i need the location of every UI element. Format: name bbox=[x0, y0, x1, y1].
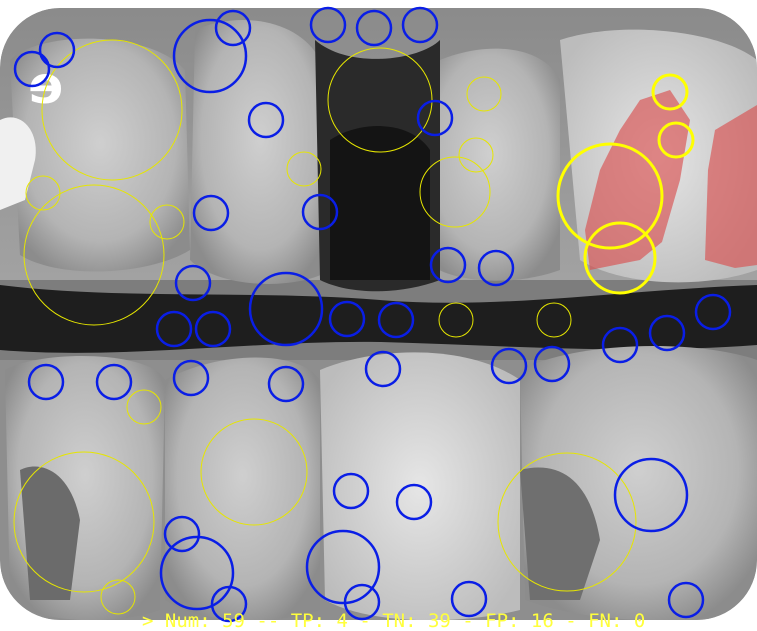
negative-marker bbox=[248, 271, 324, 347]
negative-marker bbox=[395, 483, 433, 521]
negative-marker bbox=[613, 457, 689, 533]
negative-marker bbox=[305, 529, 381, 605]
highlight-region bbox=[705, 105, 757, 268]
negative-marker bbox=[533, 345, 571, 383]
negative-marker bbox=[332, 472, 370, 510]
positive-marker bbox=[419, 156, 491, 228]
positive-marker bbox=[497, 452, 637, 592]
negative-marker bbox=[174, 264, 212, 302]
positive-marker bbox=[100, 579, 136, 615]
negative-marker bbox=[210, 585, 248, 623]
negative-marker bbox=[214, 9, 252, 47]
positive-marker bbox=[126, 389, 162, 425]
negative-marker bbox=[429, 246, 467, 284]
negative-marker bbox=[309, 6, 347, 44]
negative-marker bbox=[450, 580, 488, 618]
negative-marker bbox=[159, 535, 235, 611]
positive-marker bbox=[286, 151, 322, 187]
negative-marker bbox=[343, 583, 381, 621]
negative-marker bbox=[27, 363, 65, 401]
negative-marker bbox=[163, 515, 201, 553]
true-positive-marker bbox=[583, 221, 657, 295]
positive-marker bbox=[25, 175, 61, 211]
negative-marker bbox=[38, 31, 76, 69]
negative-marker bbox=[172, 18, 248, 94]
negative-marker bbox=[490, 347, 528, 385]
true-positive-marker bbox=[657, 121, 695, 159]
negative-marker bbox=[401, 6, 439, 44]
negative-marker bbox=[667, 581, 705, 619]
positive-marker bbox=[149, 204, 185, 240]
negative-marker bbox=[364, 350, 402, 388]
negative-marker bbox=[95, 363, 133, 401]
positive-marker bbox=[200, 418, 308, 526]
negative-marker bbox=[194, 310, 232, 348]
negative-marker bbox=[13, 50, 51, 88]
negative-marker bbox=[247, 101, 285, 139]
positive-marker bbox=[438, 302, 474, 338]
negative-marker bbox=[355, 9, 393, 47]
negative-marker bbox=[155, 310, 193, 348]
positive-marker bbox=[466, 76, 502, 112]
negative-marker bbox=[694, 293, 732, 331]
negative-marker bbox=[267, 365, 305, 403]
true-positive-marker bbox=[556, 142, 664, 250]
negative-marker bbox=[477, 249, 515, 287]
negative-marker bbox=[192, 194, 230, 232]
negative-marker bbox=[601, 326, 639, 364]
true-positive-marker bbox=[651, 73, 689, 111]
negative-marker bbox=[648, 314, 686, 352]
negative-marker bbox=[301, 193, 339, 231]
negative-marker bbox=[416, 99, 454, 137]
evaluation-stats: > Num: 59 -- TP: 4 - TN: 39 - FP: 16 - F… bbox=[142, 610, 646, 631]
negative-marker bbox=[328, 300, 366, 338]
positive-marker bbox=[23, 184, 165, 326]
negative-marker bbox=[377, 301, 415, 339]
positive-marker bbox=[327, 47, 433, 153]
positive-marker bbox=[41, 39, 183, 181]
highlight-region bbox=[585, 90, 690, 270]
negative-marker bbox=[172, 359, 210, 397]
positive-marker bbox=[458, 137, 494, 173]
positive-marker bbox=[536, 302, 572, 338]
positive-marker bbox=[13, 451, 155, 593]
